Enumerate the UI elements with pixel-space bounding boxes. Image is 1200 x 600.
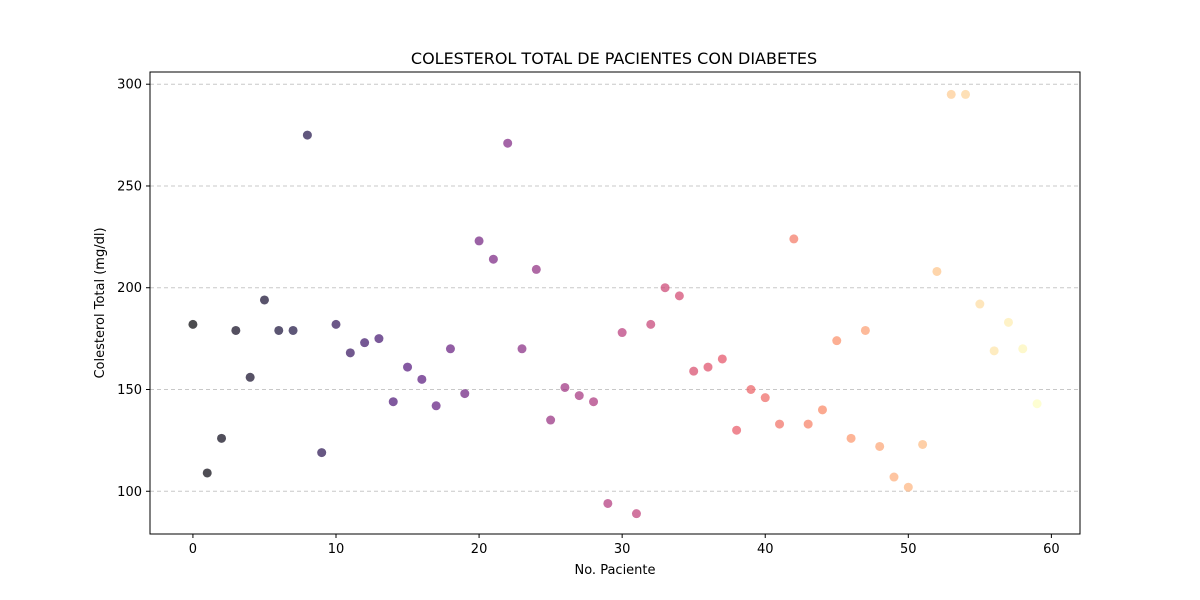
data-point <box>331 319 341 329</box>
data-point <box>889 472 899 482</box>
y-tick-label: 200 <box>117 281 142 296</box>
data-points <box>188 89 1042 519</box>
data-point <box>918 439 928 449</box>
data-point <box>217 433 227 443</box>
data-point <box>603 498 613 508</box>
data-point <box>460 389 470 399</box>
x-tick-label: 60 <box>1043 542 1060 557</box>
data-point <box>374 334 384 344</box>
chart-title: COLESTEROL TOTAL DE PACIENTES CON DIABET… <box>411 49 817 68</box>
data-point <box>546 415 556 425</box>
data-point <box>732 425 742 435</box>
data-point <box>846 433 856 443</box>
data-point <box>259 295 269 305</box>
data-point <box>274 325 284 335</box>
x-tick-label: 10 <box>328 542 345 557</box>
data-point <box>417 374 427 384</box>
data-point <box>245 372 255 382</box>
data-point <box>789 234 799 244</box>
data-point <box>660 283 670 293</box>
data-point <box>975 299 985 309</box>
data-point <box>231 325 241 335</box>
data-point <box>832 336 842 346</box>
x-axis: 0 10 20 30 40 50 60 <box>189 534 1060 557</box>
data-point <box>531 264 541 274</box>
data-point <box>360 338 370 348</box>
data-point <box>689 366 699 376</box>
data-point <box>674 291 684 301</box>
data-point <box>631 509 641 519</box>
data-point <box>202 468 212 478</box>
data-point <box>1003 317 1013 327</box>
data-point <box>488 254 498 264</box>
x-tick-label: 50 <box>900 542 917 557</box>
data-point <box>646 319 656 329</box>
data-point <box>431 401 441 411</box>
data-point <box>717 354 727 364</box>
data-point <box>1018 344 1028 354</box>
data-point <box>503 138 513 148</box>
data-point <box>703 362 713 372</box>
data-point <box>302 130 312 140</box>
data-point <box>989 346 999 356</box>
data-point <box>574 391 584 401</box>
data-point <box>188 319 198 329</box>
data-point <box>445 344 455 354</box>
y-tick-label: 250 <box>117 179 142 194</box>
data-point <box>860 325 870 335</box>
y-tick-label: 300 <box>117 78 142 93</box>
data-point <box>617 328 627 338</box>
data-point <box>560 382 570 392</box>
plot-frame <box>149 71 1081 535</box>
x-tick-label: 30 <box>614 542 631 557</box>
data-point <box>746 384 756 394</box>
data-point <box>803 419 813 429</box>
data-point <box>345 348 355 358</box>
data-point <box>903 482 913 492</box>
y-axis-label: Colesterol Total (mg/dl) <box>93 227 108 378</box>
data-point <box>317 448 327 458</box>
data-point <box>288 325 298 335</box>
x-tick-label: 0 <box>189 542 197 557</box>
data-point <box>932 266 942 276</box>
data-point <box>875 441 885 451</box>
grid-lines <box>150 83 1080 492</box>
data-point <box>961 89 971 99</box>
data-point <box>517 344 527 354</box>
y-tick-label: 150 <box>117 383 142 398</box>
data-point <box>760 393 770 403</box>
data-point <box>775 419 785 429</box>
x-tick-label: 20 <box>471 542 488 557</box>
y-axis: 100 150 200 250 300 <box>117 78 150 500</box>
data-point <box>403 362 413 372</box>
data-point <box>474 236 484 246</box>
y-tick-label: 100 <box>117 485 142 500</box>
data-point <box>817 405 827 415</box>
data-point <box>946 89 956 99</box>
data-point <box>589 397 599 407</box>
data-point <box>1032 399 1042 409</box>
x-axis-label: No. Paciente <box>574 563 655 578</box>
x-tick-label: 40 <box>757 542 774 557</box>
data-point <box>388 397 398 407</box>
